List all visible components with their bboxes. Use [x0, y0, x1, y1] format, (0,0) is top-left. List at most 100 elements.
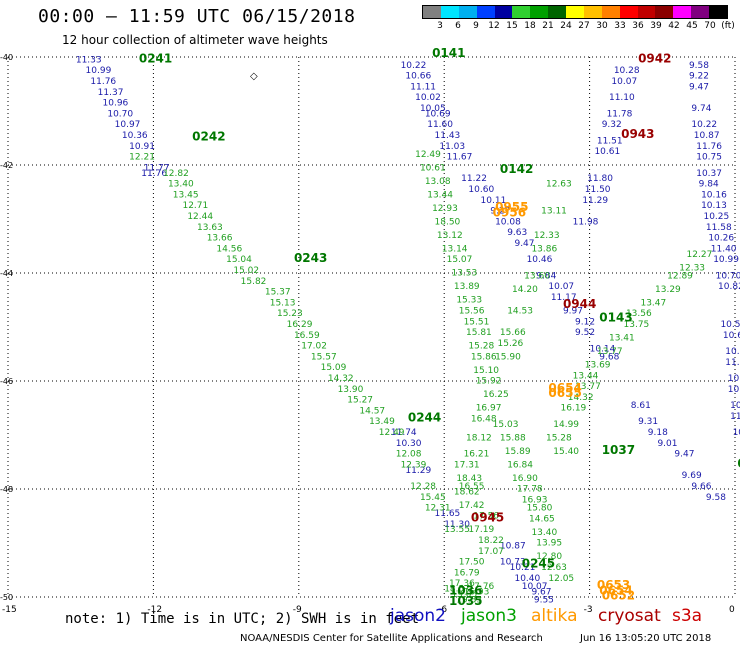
- data-point-jason2: 10.13: [701, 201, 727, 211]
- data-point-jason3: 12.44: [187, 212, 213, 222]
- data-point-jason3: 13.08: [425, 177, 451, 187]
- data-point-jason3: 19.33: [456, 595, 482, 605]
- data-point-jason2: 10.57: [720, 320, 740, 330]
- data-point-jason3: 13.95: [536, 539, 562, 549]
- data-point-jason3: 15.86: [471, 352, 497, 362]
- data-point-jason2: 11.11: [725, 358, 740, 368]
- data-point-jason2: 10.22: [691, 120, 717, 130]
- colorbar-swatch: [440, 6, 459, 18]
- data-point-jason3: 15.51: [464, 317, 490, 327]
- colorbar-swatch: [691, 6, 709, 18]
- data-point-jason2: 9.01: [657, 439, 677, 449]
- data-point-jason2: 10.07: [730, 401, 740, 411]
- data-point-jason3: 13.49: [369, 417, 395, 427]
- data-point-jason2: 9.84: [699, 180, 719, 190]
- data-point-jason2: 10.30: [396, 439, 422, 449]
- data-point-jason2: 11.76: [141, 169, 167, 179]
- data-point-jason3: 15.02: [233, 266, 259, 276]
- data-point-jason3: 12.49: [379, 428, 405, 438]
- data-point-jason3: 15.27: [347, 396, 373, 406]
- data-point-jason2: 11.37: [98, 88, 124, 98]
- data-point-jason2: 9.74: [691, 104, 711, 114]
- data-point-jason3: 12.33: [679, 263, 705, 273]
- data-point-jason2: 10.16: [701, 190, 727, 200]
- colorbar-labels: 3 6 9 12 15 18 21 24 27 30 33 36 39 42 45 70 (ft): [422, 21, 735, 35]
- data-point-altika: 0653: [597, 578, 630, 592]
- data-point-jason2: 11.50: [585, 185, 611, 195]
- data-point-jason2-labels: 0243: [294, 251, 327, 265]
- data-point-jason3: 12.31: [425, 504, 451, 514]
- data-point-jason3: 13.56: [626, 309, 652, 319]
- data-point-jason2: 11.67: [447, 153, 473, 163]
- colorbar-label: 3: [437, 21, 443, 31]
- colorbar-swatch: [619, 6, 638, 18]
- data-point-jason3: 15.28: [546, 433, 572, 443]
- colorbar-label: 6: [455, 21, 461, 31]
- data-point-jason3: 16.59: [294, 331, 320, 341]
- data-point-jason2: 10.25: [703, 212, 729, 222]
- data-point-jason3: 15.23: [277, 309, 303, 319]
- data-point-jason2: 10.69: [425, 109, 451, 119]
- data-point-jason2: 11.29: [405, 466, 431, 476]
- legend-jason2: jason2: [390, 606, 446, 626]
- data-point-jason3: 16.93: [464, 587, 490, 597]
- data-point-jason3: 12.82: [163, 169, 189, 179]
- colorbar-swatch: [458, 6, 477, 18]
- data-point-jason3: 15.80: [527, 504, 553, 514]
- data-point-jason2: 9.27: [490, 207, 510, 217]
- data-point-jason2-labels: 014: [737, 456, 740, 470]
- data-point-jason2: 10.18: [725, 347, 740, 357]
- data-point-jason2: 10.73: [500, 558, 526, 568]
- data-point-jason2: 10.87: [694, 131, 720, 141]
- data-point-altika: 0654: [548, 381, 581, 395]
- data-point-jason3: 12.89: [667, 271, 693, 281]
- data-point-jason3: 15.07: [447, 255, 473, 265]
- legend-jason3: jason3: [461, 606, 517, 626]
- data-point-jason2-labels: 0141: [432, 46, 465, 60]
- data-point-jason2: 9.67: [531, 587, 551, 597]
- data-point-jason3: 12.71: [182, 201, 208, 211]
- data-point-jason2-labels: 1035: [449, 594, 482, 608]
- data-point-jason3: 13.44: [573, 371, 599, 381]
- data-point-altika: 0652: [602, 589, 635, 603]
- data-point-jason2-labels: 0241: [139, 51, 172, 65]
- note-text: note: 1) Time is in UTC; 2) SWH is in fe…: [65, 611, 420, 627]
- data-point-jason2: 10.08: [495, 217, 521, 227]
- y-tick-label: -42: [0, 161, 13, 170]
- data-point-jason2: 9.18: [648, 428, 668, 438]
- colorbar-label: 27: [578, 21, 590, 31]
- data-point-jason3: 17.56: [473, 512, 499, 522]
- colorbar-swatch: [512, 6, 531, 18]
- data-point-jason3: 15.88: [500, 433, 526, 443]
- data-point-jason2: 9.22: [689, 72, 709, 82]
- colorbar-swatch: [709, 6, 727, 18]
- colorbar-label: 36: [632, 21, 644, 31]
- data-point-jason2: 9.58: [689, 61, 709, 71]
- data-point-jason3: 16.79: [454, 568, 480, 578]
- data-point-jason3: 16.21: [464, 450, 490, 460]
- data-point-jason3: 15.89: [505, 447, 531, 457]
- data-point-jason2: 8.61: [631, 401, 651, 411]
- data-point-jason2-labels: 0143: [599, 311, 632, 325]
- colorbar-label: 21: [542, 21, 554, 31]
- stray-mark: ◇: [250, 71, 258, 82]
- data-point-jason2-labels: 1037: [602, 443, 635, 457]
- chart-subtitle: 12 hour collection of altimeter wave hei…: [62, 33, 328, 47]
- data-point-jason2: 11.74: [391, 428, 417, 438]
- x-tick-label: -15: [2, 605, 17, 615]
- data-point-jason3: 15.10: [473, 366, 499, 376]
- data-point-jason3: 17.50: [459, 558, 485, 568]
- data-point-jason3: 13.75: [624, 320, 650, 330]
- colorbar-swatch: [530, 6, 549, 18]
- data-point-jason3: 17.19: [468, 525, 494, 535]
- y-tick-label: -48: [0, 485, 13, 494]
- data-point-jason2: 11.76: [90, 77, 116, 87]
- colorbar-label: 24: [560, 21, 572, 31]
- data-point-cryosat: 0944: [563, 297, 596, 311]
- data-point-jason2: 9.12: [575, 317, 595, 327]
- data-point-jason3: 15.92: [476, 377, 502, 387]
- data-point-jason3: 17.31: [454, 460, 480, 470]
- data-point-jason3: 15.04: [226, 255, 252, 265]
- data-point-jason2: 10.07: [548, 282, 574, 292]
